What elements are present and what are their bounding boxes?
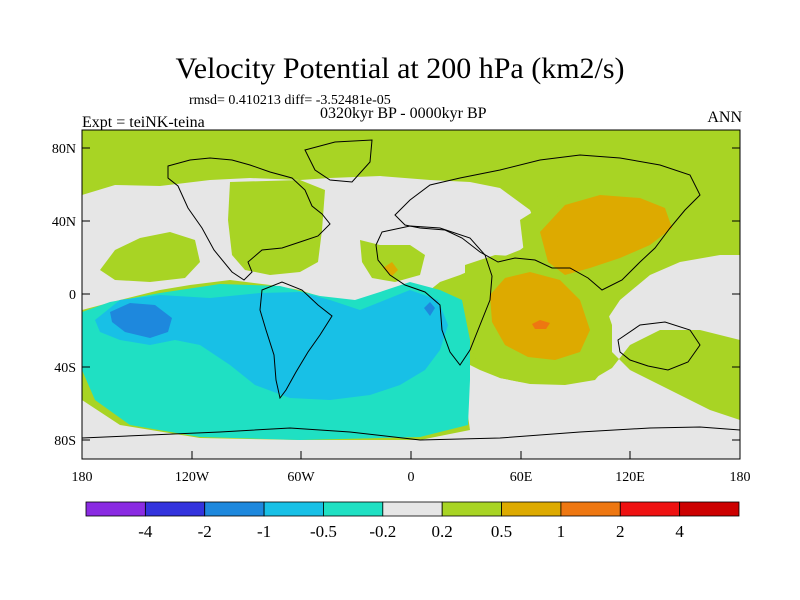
region-orange-indian-ocean [532,320,550,329]
coast-antarctica [82,426,740,441]
y-label-0: 0 [69,288,76,303]
region-gray-south [82,255,740,459]
colorbar-swatch [501,501,562,517]
colorbar-swatch [323,501,384,517]
y-label-80n: 80N [52,142,76,157]
colorbar-label: -1 [257,522,271,541]
colorbar-label: 0.5 [491,522,512,541]
colorbar-label: 0.2 [432,522,453,541]
colorbar-swatch [560,501,621,517]
colorbar-label: -4 [138,522,153,541]
colorbar-swatch [679,501,740,517]
coastlines [82,139,740,441]
x-label-120e: 120E [615,470,645,485]
coast-greenland [304,139,373,183]
colorbar-swatch [263,501,324,517]
colorbar-swatch [382,501,443,517]
colorbar-swatch [144,501,206,517]
chart-subtitle: 0320kyr BP - 0000kyr BP [320,105,487,122]
y-label-80s: 80S [54,434,76,449]
colorbar-label: -0.5 [310,522,337,541]
coast-south-america [259,281,333,400]
coast-africa [375,225,493,366]
experiment-label: Expt = teiNK-teina [82,114,205,131]
x-label-0: 0 [408,470,415,485]
y-axis-ticks [82,147,740,441]
stats-text: rmsd= 0.410213 diff= -3.52481e-05 [189,93,391,108]
season-label: ANN [707,109,742,126]
y-label-40s: 40S [54,361,76,376]
region-cyan-south-pacific [95,290,448,400]
contour-field [82,130,740,459]
coast-eurasia [394,154,701,291]
x-label-60e: 60E [510,470,533,485]
region-green-north-america [228,180,325,275]
colorbar-label: -0.2 [369,522,396,541]
colorbar-label: -2 [198,522,212,541]
region-blue-gulf-guinea [424,302,435,316]
x-axis-ticks [81,451,741,459]
colorbar-swatch [441,501,502,517]
colorbar-swatch [204,501,265,517]
x-label-180w: 180 [72,470,93,485]
colorbar: -4 -2 -1 -0.5 -0.2 0.2 0.5 1 2 4 [85,501,740,541]
colorbar-label: 2 [616,522,625,541]
colorbar-swatch [85,501,146,517]
region-gold-gulf-guinea [383,262,398,276]
chart-title: Velocity Potential at 200 hPa (km2/s) [175,52,625,85]
region-blue-central-pacific [110,303,172,338]
x-label-120w: 120W [175,470,210,485]
coast-australia [617,321,701,371]
region-gold-east-asia [540,195,672,275]
x-label-180e: 180 [730,470,751,485]
x-label-60w: 60W [287,470,315,485]
region-gold-indian-ocean [490,272,590,360]
region-green-hawaii [100,232,200,282]
coast-north-america [167,157,331,281]
colorbar-label: 1 [557,522,566,541]
y-label-40n: 40N [52,215,76,230]
colorbar-label: 4 [675,522,684,541]
colorbar-swatch [619,501,681,517]
